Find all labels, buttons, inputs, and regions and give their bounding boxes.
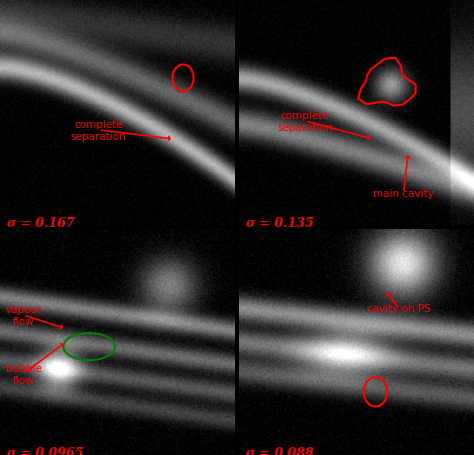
Text: main cavity: main cavity bbox=[373, 189, 434, 199]
Text: σ = 0.135: σ = 0.135 bbox=[246, 216, 314, 229]
Text: σ = 0.167: σ = 0.167 bbox=[7, 216, 75, 229]
Text: σ = 0.0965: σ = 0.0965 bbox=[7, 446, 84, 455]
Text: vapour
flow: vapour flow bbox=[5, 304, 42, 326]
Text: complete
separation: complete separation bbox=[277, 111, 333, 132]
Text: complete
separation: complete separation bbox=[71, 120, 127, 142]
Text: σ = 0.088: σ = 0.088 bbox=[246, 446, 314, 455]
Text: bubble
flow: bubble flow bbox=[6, 363, 41, 384]
Text: cavity on PS: cavity on PS bbox=[367, 303, 431, 313]
